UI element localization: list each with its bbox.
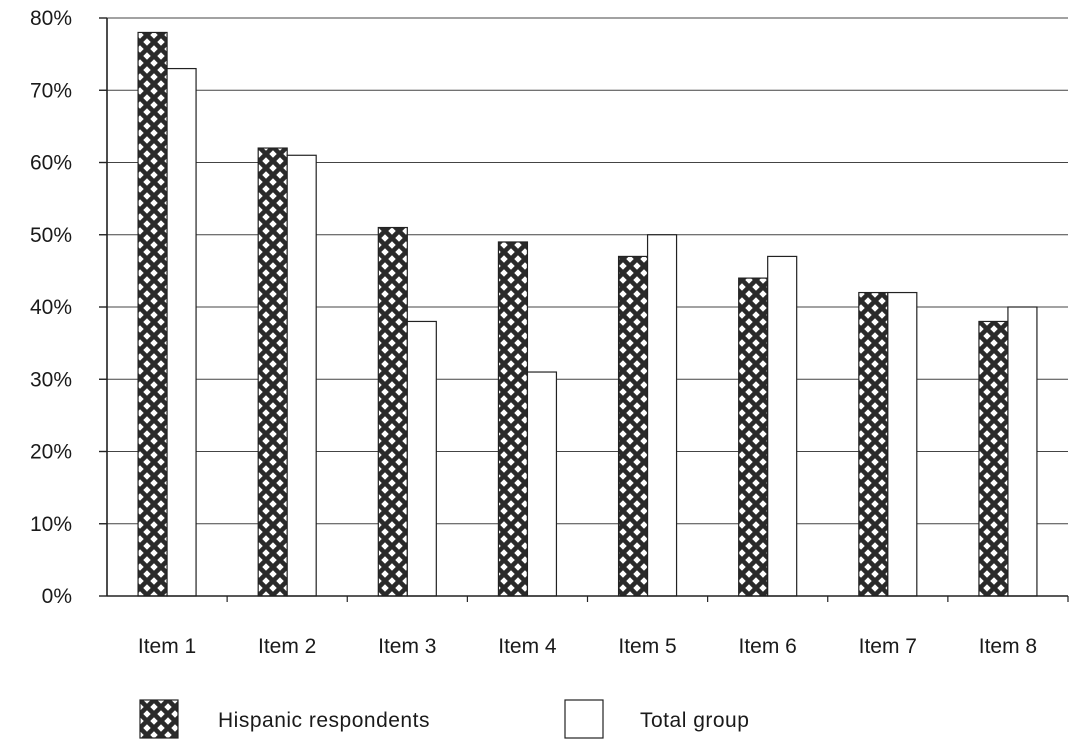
y-tick-label: 70% bbox=[30, 79, 72, 102]
legend-swatch-total bbox=[564, 699, 604, 739]
bar-total-2 bbox=[286, 154, 317, 597]
x-tick-label: Item 2 bbox=[258, 635, 316, 658]
bar-total-3 bbox=[406, 320, 437, 597]
bar-hispanic-8 bbox=[978, 320, 1009, 597]
bar-hispanic-2 bbox=[257, 147, 288, 597]
y-tick-label: 0% bbox=[42, 585, 72, 608]
y-tick-label: 50% bbox=[30, 224, 72, 247]
bar-total-8 bbox=[1007, 306, 1038, 597]
y-tick-label: 60% bbox=[30, 152, 72, 175]
bar-hispanic-5 bbox=[617, 255, 649, 597]
legend-label-hispanic: Hispanic respondents bbox=[218, 709, 430, 732]
bar-total-6 bbox=[767, 255, 798, 597]
y-tick-label: 10% bbox=[30, 513, 72, 536]
y-tick-label: 30% bbox=[30, 368, 72, 391]
x-tick-label: Item 3 bbox=[378, 635, 436, 658]
bar-hispanic-1 bbox=[137, 31, 168, 597]
gridlines bbox=[107, 17, 1068, 525]
bars bbox=[137, 31, 1038, 597]
x-tick-label: Item 7 bbox=[859, 635, 917, 658]
bar-hispanic-7 bbox=[858, 291, 889, 597]
bar-total-4 bbox=[526, 371, 558, 597]
legend: Hispanic respondents Total group bbox=[139, 699, 749, 739]
y-tick-label: 40% bbox=[30, 296, 72, 319]
x-tick-label: Item 6 bbox=[739, 635, 797, 658]
legend-label-total: Total group bbox=[640, 709, 749, 732]
x-tick-label: Item 4 bbox=[498, 635, 557, 658]
bar-total-7 bbox=[887, 291, 918, 597]
x-tick-label: Item 5 bbox=[618, 635, 676, 658]
x-tick-label: Item 8 bbox=[979, 635, 1037, 658]
y-tick-label: 20% bbox=[30, 441, 72, 464]
bar-hispanic-4 bbox=[497, 241, 529, 597]
bar-hispanic-6 bbox=[738, 277, 769, 597]
bar-total-5 bbox=[646, 234, 678, 597]
x-tick-label: Item 1 bbox=[138, 635, 196, 658]
bar-total-1 bbox=[166, 67, 197, 597]
bar-hispanic-3 bbox=[377, 226, 408, 597]
legend-swatch-hispanic bbox=[139, 699, 179, 739]
y-tick-label: 80% bbox=[30, 7, 72, 30]
tick-labels: 0% 10% 20% 30% 40% 50% 60% 70% 80% Item 1 Item 2 It… bbox=[30, 7, 1037, 658]
axes bbox=[99, 17, 1069, 602]
